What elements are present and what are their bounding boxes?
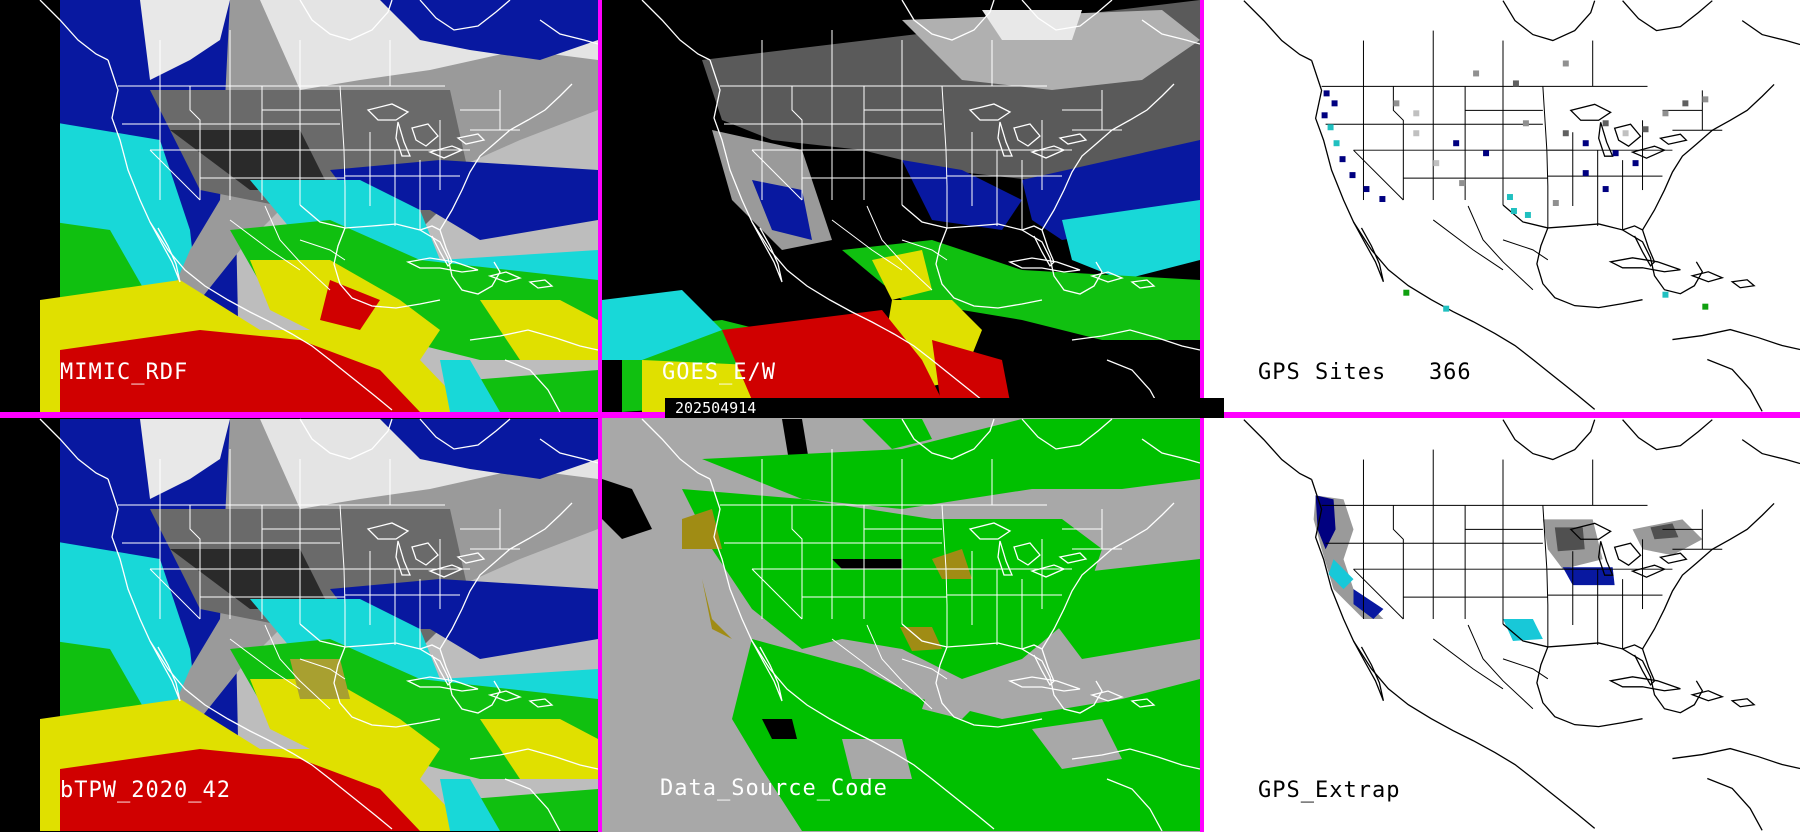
panel-goes-ew: GOES_E/W [602,0,1200,412]
timestamp-text: 202504914 [675,399,757,417]
panel-label: Data_Source_Code [660,776,888,801]
tpw-map-btpw [0,418,598,832]
panel-label: GPS_Extrap [1258,778,1401,803]
panel-label: GOES_E/W [662,360,776,385]
panel-mimic-rdf: MIMIC_RDF [0,0,598,412]
panel-label: GPS Sites 366 [1258,360,1472,385]
panel-label: MIMIC_RDF [60,360,189,385]
gps-site-markers [1321,60,1709,312]
tpw-map-mimic [0,0,598,412]
panel-data-source-code: Data_Source_Code [602,418,1200,832]
gps-extrap-map [1243,419,1800,831]
data-source-map [602,418,1200,832]
panel-btpw: bTPW_2020_42 [0,418,598,832]
panel-label: bTPW_2020_42 [60,778,231,803]
panel-gps-extrap: GPS_Extrap [1204,418,1800,832]
tpw-map-goes [602,0,1200,412]
panel-gps-sites: GPS Sites 366 [1204,0,1800,412]
timestamp-bar: 202504914 [665,398,1224,418]
gps-sites-map [1243,0,1800,412]
